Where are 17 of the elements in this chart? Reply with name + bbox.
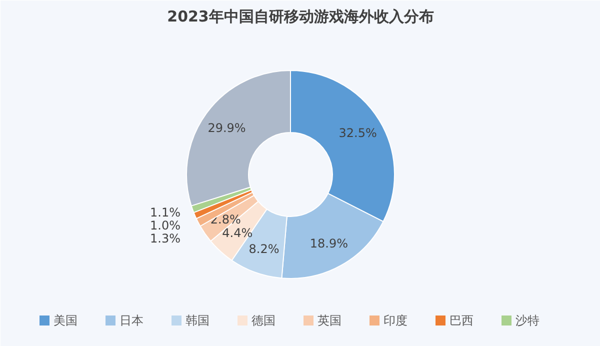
data-label: 1.1% — [150, 206, 181, 220]
legend-label: 韩国 — [186, 314, 210, 328]
data-label: 8.2% — [248, 242, 280, 256]
data-label: 18.9% — [310, 236, 348, 251]
data-label: 4.4% — [222, 226, 253, 240]
legend-label: 美国 — [54, 314, 78, 328]
data-label: 1.0% — [150, 218, 181, 232]
legend-label: 日本 — [120, 314, 144, 328]
data-label: 1.3% — [150, 232, 181, 246]
legend-label: 印度 — [384, 314, 408, 328]
legend-label: 英国 — [318, 314, 342, 328]
data-label: 29.9% — [208, 120, 246, 135]
legend-label: 巴西 — [450, 314, 474, 328]
legend-label: 德国 — [252, 314, 276, 328]
data-label: 32.5% — [338, 126, 377, 140]
legend-label: 沙特 — [516, 314, 540, 328]
chart-title: 2023年中国自研移动游戏海外收入分布 — [167, 8, 434, 26]
